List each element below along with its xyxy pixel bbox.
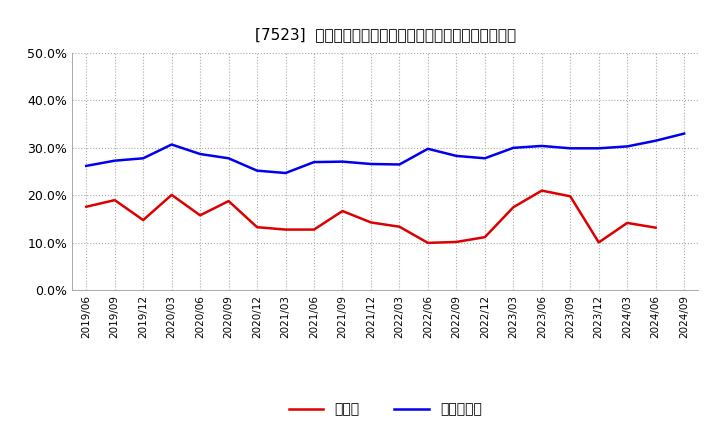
有利子負債	[82, 163, 91, 169]
有利子負債	[167, 142, 176, 147]
有利子負債	[537, 143, 546, 149]
有利子負債	[680, 131, 688, 136]
Legend: 現領金, 有利子負債: 現領金, 有利子負債	[283, 397, 487, 422]
Title: [7523]  現領金、有利子負債の総資産に対する比率の推移: [7523] 現領金、有利子負債の総資産に対する比率の推移	[255, 27, 516, 42]
現領金	[196, 213, 204, 218]
現領金	[595, 240, 603, 245]
有利子負債	[139, 156, 148, 161]
有利子負債	[253, 168, 261, 173]
Line: 有利子負債: 有利子負債	[86, 134, 684, 173]
有利子負債	[623, 144, 631, 149]
現領金	[110, 198, 119, 203]
現領金	[139, 217, 148, 223]
有利子負債	[395, 162, 404, 167]
有利子負債	[310, 159, 318, 165]
有利子負債	[423, 146, 432, 151]
現領金	[452, 239, 461, 245]
現領金	[566, 194, 575, 199]
有利子負債	[480, 156, 489, 161]
現領金	[310, 227, 318, 232]
有利子負債	[196, 151, 204, 157]
現領金	[537, 188, 546, 193]
有利子負債	[110, 158, 119, 163]
現領金	[167, 192, 176, 198]
有利子負債	[566, 146, 575, 151]
現領金	[366, 220, 375, 225]
Line: 現領金: 現領金	[86, 191, 656, 243]
有利子負債	[452, 153, 461, 158]
有利子負債	[509, 145, 518, 150]
現領金	[253, 224, 261, 230]
有利子負債	[338, 159, 347, 164]
現領金	[423, 240, 432, 246]
現領金	[509, 205, 518, 210]
有利子負債	[225, 156, 233, 161]
有利子負債	[366, 161, 375, 167]
現領金	[225, 198, 233, 204]
現領金	[395, 224, 404, 229]
現領金	[652, 225, 660, 230]
有利子負債	[652, 138, 660, 143]
現領金	[82, 204, 91, 209]
現領金	[338, 209, 347, 214]
現領金	[480, 235, 489, 240]
有利子負債	[595, 146, 603, 151]
有利子負債	[282, 170, 290, 176]
現領金	[623, 220, 631, 226]
現領金	[282, 227, 290, 232]
